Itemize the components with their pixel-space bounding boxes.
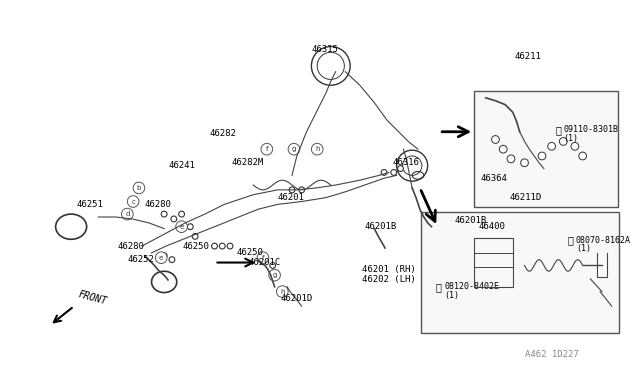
Text: 46400: 46400 xyxy=(478,222,505,231)
Circle shape xyxy=(492,136,499,143)
Text: 09110-8301B: 09110-8301B xyxy=(563,125,618,134)
Text: f: f xyxy=(266,146,268,152)
Text: 46282: 46282 xyxy=(210,129,237,138)
Text: Ⓑ: Ⓑ xyxy=(435,282,441,292)
Text: g: g xyxy=(292,146,296,152)
Text: 08070-8162A: 08070-8162A xyxy=(576,236,631,245)
Text: 46201C: 46201C xyxy=(248,258,281,267)
Text: (1): (1) xyxy=(444,291,459,300)
Circle shape xyxy=(212,243,218,249)
Text: 46201: 46201 xyxy=(278,193,305,202)
Text: 46250: 46250 xyxy=(183,241,210,251)
Circle shape xyxy=(269,269,280,281)
Text: 46211D: 46211D xyxy=(509,193,541,202)
Text: b: b xyxy=(137,185,141,191)
Text: 46280: 46280 xyxy=(145,200,172,209)
Text: 46251: 46251 xyxy=(77,200,104,209)
Text: e: e xyxy=(159,255,163,261)
Circle shape xyxy=(261,143,273,155)
Text: A462 1D227: A462 1D227 xyxy=(525,350,579,359)
Circle shape xyxy=(288,143,300,155)
Text: 46316: 46316 xyxy=(393,158,420,167)
Circle shape xyxy=(176,221,188,232)
Text: 08120-8402E: 08120-8402E xyxy=(444,282,499,291)
Circle shape xyxy=(127,196,139,207)
Text: f: f xyxy=(262,255,264,261)
Circle shape xyxy=(391,170,397,175)
Circle shape xyxy=(299,187,305,193)
Circle shape xyxy=(133,182,145,194)
Text: 46250: 46250 xyxy=(237,248,264,257)
Bar xyxy=(474,238,513,287)
Circle shape xyxy=(521,159,529,167)
Text: Ⓑ: Ⓑ xyxy=(556,125,561,135)
Circle shape xyxy=(269,263,276,268)
Circle shape xyxy=(559,138,567,145)
Circle shape xyxy=(499,145,507,153)
Circle shape xyxy=(179,211,184,217)
Text: 46364: 46364 xyxy=(481,174,508,183)
Text: 46202 (LH): 46202 (LH) xyxy=(362,276,415,285)
Circle shape xyxy=(312,143,323,155)
Circle shape xyxy=(579,152,586,160)
Text: h: h xyxy=(280,289,285,295)
Text: d: d xyxy=(125,211,129,217)
Text: 46201D: 46201D xyxy=(280,294,313,303)
Circle shape xyxy=(538,152,546,160)
Text: (1): (1) xyxy=(563,134,579,143)
Circle shape xyxy=(548,142,556,150)
Circle shape xyxy=(192,234,198,239)
Text: (1): (1) xyxy=(576,244,591,253)
Circle shape xyxy=(161,211,167,217)
Text: FRONT: FRONT xyxy=(77,289,108,306)
Text: 46241: 46241 xyxy=(168,161,195,170)
Circle shape xyxy=(260,257,266,263)
Text: 46201 (RH): 46201 (RH) xyxy=(362,265,415,274)
Circle shape xyxy=(276,286,288,297)
Text: c: c xyxy=(131,199,135,205)
Bar xyxy=(421,212,620,333)
Circle shape xyxy=(227,243,233,249)
Text: e: e xyxy=(179,224,184,230)
Circle shape xyxy=(571,142,579,150)
Text: 46201B: 46201B xyxy=(365,222,397,231)
Circle shape xyxy=(507,155,515,163)
Text: 46282M: 46282M xyxy=(232,158,264,167)
Text: 46315: 46315 xyxy=(312,45,339,54)
Text: g: g xyxy=(273,272,276,278)
Circle shape xyxy=(169,257,175,263)
Text: 46252: 46252 xyxy=(127,255,154,264)
Text: 46211: 46211 xyxy=(515,52,541,61)
Circle shape xyxy=(161,253,167,259)
Circle shape xyxy=(397,166,403,171)
Circle shape xyxy=(220,243,225,249)
Text: h: h xyxy=(315,146,319,152)
Circle shape xyxy=(171,216,177,222)
Circle shape xyxy=(156,252,167,263)
Text: 46280: 46280 xyxy=(118,241,145,251)
Circle shape xyxy=(381,170,387,175)
Bar xyxy=(474,91,618,207)
Circle shape xyxy=(257,252,269,263)
Circle shape xyxy=(122,208,133,220)
Circle shape xyxy=(188,224,193,230)
Circle shape xyxy=(289,187,295,193)
Text: 46201B: 46201B xyxy=(455,217,487,225)
Text: Ⓑ: Ⓑ xyxy=(567,235,573,245)
